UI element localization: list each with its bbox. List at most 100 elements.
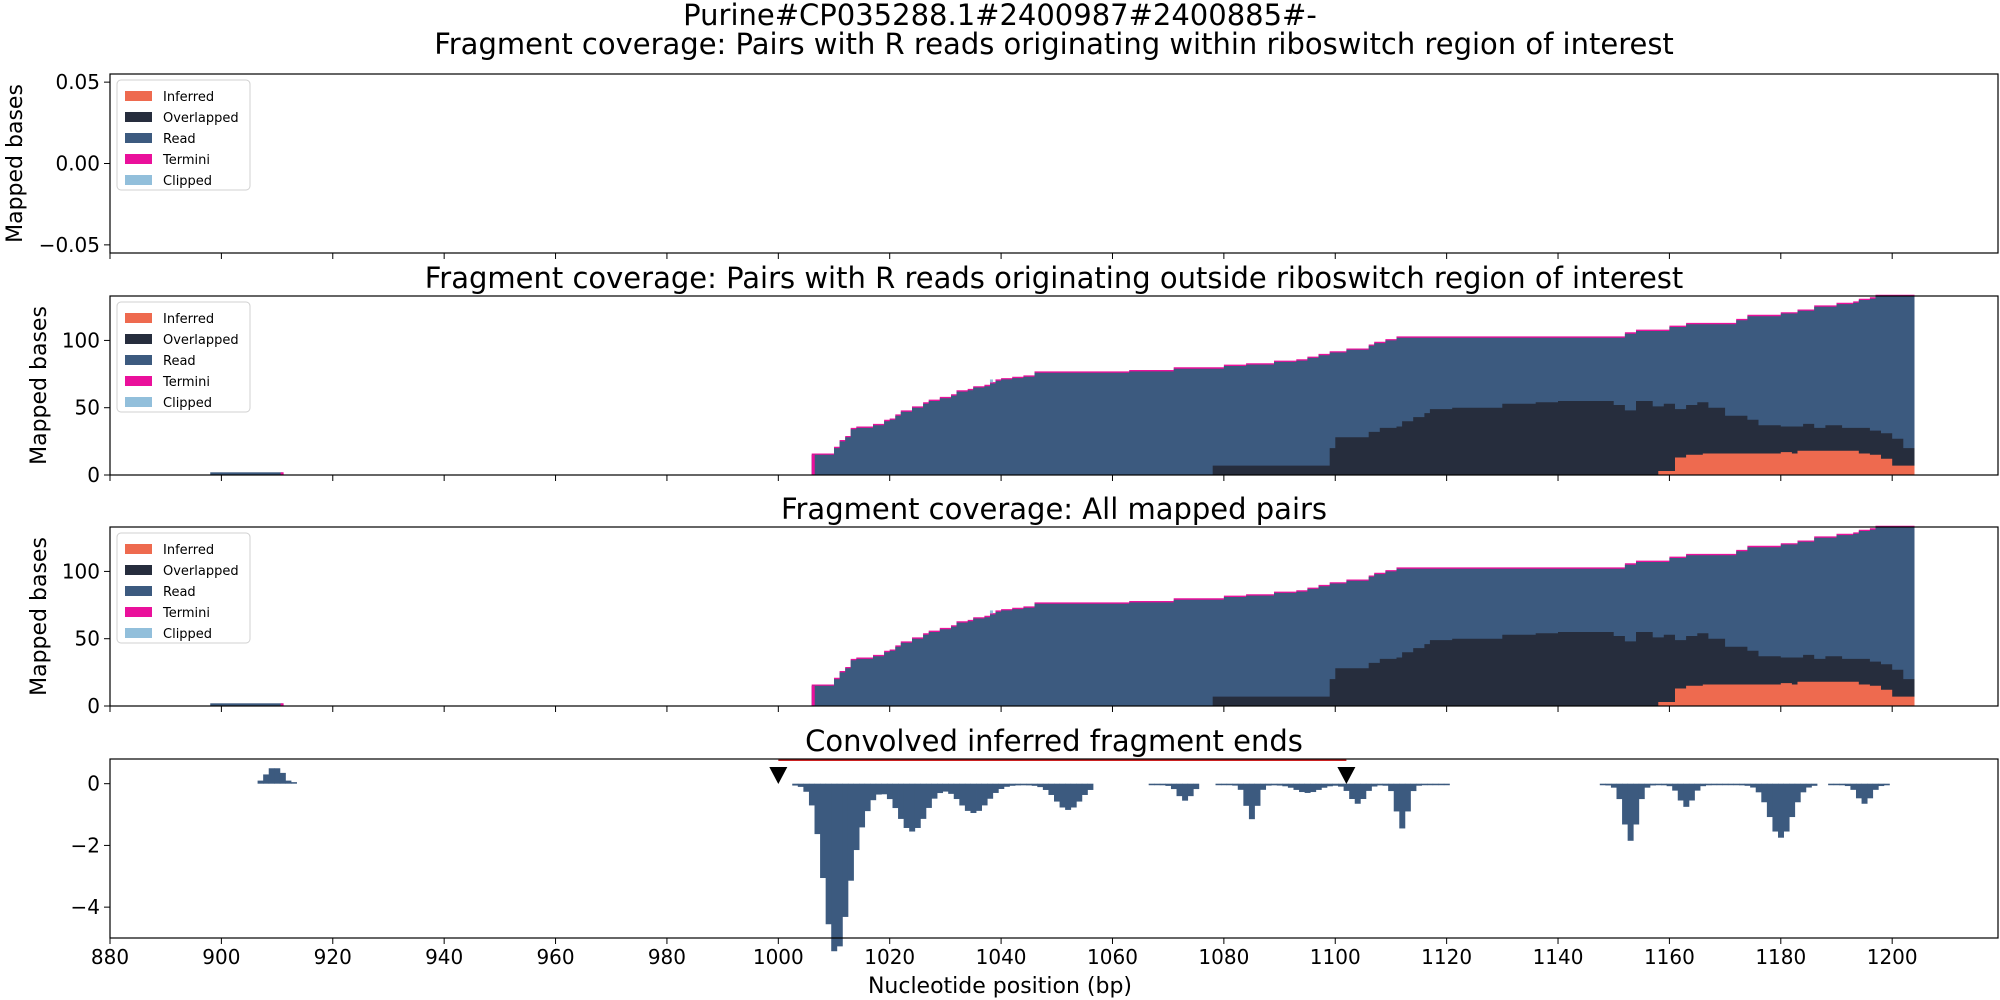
coverage-small-termini xyxy=(280,472,284,475)
conv-bar xyxy=(1165,783,1172,786)
conv-bar xyxy=(925,783,932,808)
conv-bar xyxy=(1416,783,1422,786)
conv-bar xyxy=(1878,783,1885,787)
conv-bar xyxy=(953,783,960,800)
conv-bar xyxy=(1633,783,1640,825)
conv-bar xyxy=(1154,783,1161,786)
x-tick-label: 940 xyxy=(425,945,463,969)
conv-bar xyxy=(1733,783,1740,786)
coverage-termini-edge xyxy=(811,454,815,475)
conv-bar xyxy=(898,783,905,819)
x-tick-label: 960 xyxy=(536,945,574,969)
conv-bar xyxy=(881,783,888,795)
conv-bar xyxy=(1622,783,1629,825)
x-tick-label: 920 xyxy=(314,945,352,969)
conv-bar xyxy=(970,783,977,814)
panel-2-ylabel: Mapped bases xyxy=(27,537,52,696)
conv-bar xyxy=(1811,783,1818,786)
conv-bar xyxy=(1026,783,1033,786)
legend-label-read: Read xyxy=(163,585,196,600)
legend-label-termini: Termini xyxy=(162,153,210,168)
coverage-clipped-mark xyxy=(989,379,993,383)
conv-bar xyxy=(1031,783,1038,786)
conv-bar xyxy=(1020,783,1027,786)
conv-bar xyxy=(1365,783,1372,791)
legend-label-overlapped: Overlapped xyxy=(163,333,239,348)
panel-2-title: Fragment coverage: All mapped pairs xyxy=(781,492,1327,526)
conv-bar xyxy=(1271,783,1278,786)
panel-0-ytick-label: 0.05 xyxy=(55,70,100,94)
conv-bar xyxy=(864,783,871,812)
conv-bar xyxy=(1354,783,1361,804)
panel-2-coverage xyxy=(210,525,1915,706)
conv-bar xyxy=(1883,783,1890,786)
conv-bar xyxy=(1377,783,1383,786)
conv-bar xyxy=(1772,783,1779,832)
region-boundary-marker xyxy=(1337,767,1356,784)
x-tick-label: 1120 xyxy=(1421,945,1472,969)
conv-bar xyxy=(1855,783,1862,799)
figure-suptitle: Purine#CP035288.1#2400987#2400885#- xyxy=(683,0,1317,32)
conv-bar xyxy=(1304,783,1311,793)
conv-bar xyxy=(1443,783,1450,786)
legend-swatch-read xyxy=(125,586,152,596)
conv-positive-bar xyxy=(268,768,275,784)
conv-bar xyxy=(1360,783,1367,800)
legend-swatch-clipped xyxy=(125,175,152,185)
legend-label-inferred: Inferred xyxy=(163,543,214,558)
conv-bar xyxy=(1672,783,1679,791)
panel-3-title: Convolved inferred fragment ends xyxy=(805,724,1303,758)
coverage-inferred-area xyxy=(1658,681,1915,706)
conv-bar xyxy=(1761,783,1768,803)
panel-0-ylabel: Mapped bases xyxy=(3,84,28,243)
coverage-inferred-area xyxy=(1658,450,1915,475)
conv-bar xyxy=(1243,783,1250,806)
conv-bar xyxy=(1661,783,1668,786)
conv-bar xyxy=(1287,783,1294,788)
conv-bar xyxy=(1282,783,1289,787)
conv-bar xyxy=(1393,783,1400,812)
conv-bar xyxy=(1248,783,1255,820)
conv-bar xyxy=(1644,783,1651,788)
conv-bar xyxy=(1232,783,1239,786)
coverage-small-termini xyxy=(280,703,284,706)
conv-bar xyxy=(1421,783,1428,786)
legend-label-overlapped: Overlapped xyxy=(163,111,239,126)
conv-bar xyxy=(1332,783,1339,786)
conv-bar xyxy=(1193,783,1200,790)
conv-bar xyxy=(1850,783,1857,790)
conv-bar xyxy=(1182,783,1189,801)
conv-bar xyxy=(1404,783,1411,812)
conv-bar xyxy=(1778,783,1784,838)
conv-bar xyxy=(1087,783,1094,790)
panel-0-ytick-label: 0.00 xyxy=(55,152,100,176)
legend-swatch-read xyxy=(125,133,152,143)
conv-bar xyxy=(1700,783,1707,787)
conv-positive-bar xyxy=(285,780,292,784)
conv-bar xyxy=(1800,783,1807,793)
conv-bar xyxy=(1081,783,1088,795)
conv-bar xyxy=(1070,783,1077,808)
conv-bar xyxy=(998,783,1005,789)
panel-1-frame xyxy=(109,295,1999,476)
panel-3-ytick-label: 0 xyxy=(87,772,100,796)
legend-label-inferred: Inferred xyxy=(163,312,214,327)
legend-label-termini: Termini xyxy=(162,375,210,390)
conv-bar xyxy=(1299,783,1306,793)
conv-bar xyxy=(1694,783,1701,791)
conv-bar xyxy=(948,783,955,794)
conv-bar xyxy=(1265,783,1272,786)
panel-0-title: Fragment coverage: Pairs with R reads or… xyxy=(434,27,1674,61)
conv-bar xyxy=(1187,783,1194,797)
coverage-small-block xyxy=(210,703,283,706)
conv-bar xyxy=(1794,783,1801,803)
coverage-small-block xyxy=(210,472,283,475)
legend-swatch-termini xyxy=(125,376,152,386)
legend-swatch-inferred xyxy=(125,313,152,323)
conv-bar xyxy=(1349,783,1356,800)
conv-bar xyxy=(853,783,860,851)
x-tick-label: 1000 xyxy=(753,945,804,969)
conv-bar xyxy=(1727,783,1734,786)
conv-bar xyxy=(1009,783,1016,786)
conv-positive-bar xyxy=(263,774,270,784)
